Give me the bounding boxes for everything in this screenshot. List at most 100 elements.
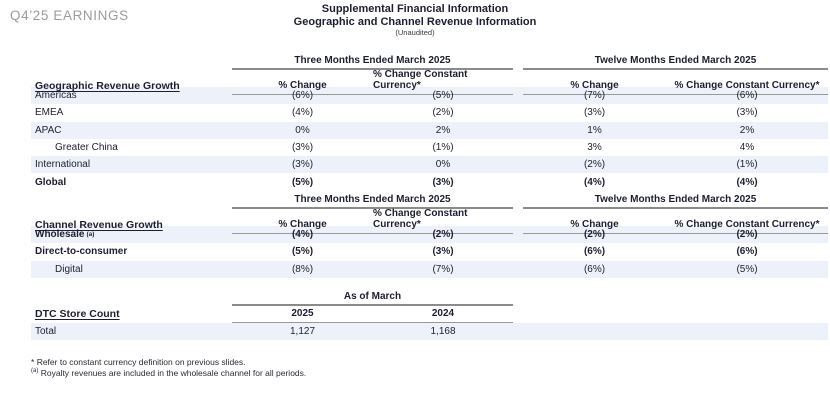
row-value: 0%: [435, 159, 451, 171]
row-value: (3%): [432, 246, 454, 258]
column-header: 2025: [232, 305, 373, 323]
section-title: DTC Store Count: [35, 308, 120, 320]
group-header-twelve-months: Twelve Months Ended March 2025: [523, 55, 828, 70]
column-gap: [513, 55, 523, 70]
table-row: APAC 0% 2% 1% 2%: [31, 121, 828, 139]
column-header: 2024: [373, 305, 513, 323]
row-value: (7%): [583, 90, 606, 102]
column-header: % Change Constant Currency*: [373, 208, 513, 234]
row-value: (7%): [432, 263, 454, 275]
unaudited-note: (Unaudited): [395, 28, 435, 37]
row-value: (5%): [736, 263, 758, 275]
title-block: Supplemental Financial Information Geogr…: [0, 3, 830, 38]
row-label: Total: [35, 326, 57, 338]
group-header-twelve-months: Twelve Months Ended March 2025: [523, 194, 828, 209]
row-value: (8%): [291, 263, 314, 275]
column-gap: [513, 156, 523, 173]
row-value: 2%: [435, 124, 451, 136]
row-label: Americas: [35, 90, 77, 102]
row-value: (1%): [736, 159, 758, 171]
footnotes: * Refer to constant currency definition …: [31, 357, 306, 379]
row-label: Digital: [55, 263, 83, 275]
row-value: (6%): [736, 90, 758, 102]
header-spacer: [31, 194, 232, 209]
section-title: Channel Revenue Growth: [35, 219, 163, 231]
column-header: % Change Constant Currency*: [666, 69, 828, 95]
group-header-row: As of March: [31, 291, 828, 306]
table-body: Americas (6%) (5%) (7%) (6%) EMEA (4%) (2%) (3%)…: [31, 87, 828, 191]
row-value: (5%): [291, 246, 314, 258]
table-row: International (3%) 0% (2%) (1%): [31, 156, 828, 174]
row-value: (2%): [583, 159, 606, 171]
row-label: Direct-to-consumer: [35, 246, 128, 258]
footnote-constant-currency: * Refer to constant currency definition …: [31, 357, 306, 368]
row-label: International: [35, 159, 91, 171]
row-label: APAC: [35, 124, 62, 136]
row-value: (4%): [583, 176, 606, 188]
row-value: (6%): [291, 90, 314, 102]
row-value: (5%): [432, 90, 454, 102]
column-header: % Change: [232, 69, 373, 95]
column-header-row: Geographic Revenue Growth % Change % Cha…: [31, 69, 828, 95]
earnings-eyebrow: Q4’25 EARNINGS: [10, 8, 129, 23]
footnote-marker: *: [31, 357, 35, 367]
row-value: (3%): [432, 176, 454, 188]
row-value: 1,168: [430, 326, 456, 338]
row-label: Wholesale (a): [35, 229, 95, 241]
row-value: 1%: [587, 124, 602, 136]
group-header-row: Three Months Ended March 2025 Twelve Mon…: [31, 55, 828, 70]
row-value: 2%: [739, 124, 755, 136]
row-value: (4%): [291, 107, 314, 119]
page-title: Supplemental Financial Information: [321, 3, 509, 15]
row-value: 0%: [295, 124, 310, 136]
row-value: (1%): [432, 142, 454, 154]
footnote-marker: (a): [31, 368, 39, 375]
table-row: Digital (8%) (7%) (6%) (5%): [31, 260, 828, 278]
group-header-as-of-march: As of March: [232, 291, 513, 306]
column-gap: [513, 194, 523, 209]
row-value: (2%): [736, 229, 758, 241]
row-value: (2%): [432, 229, 454, 241]
table-row: Wholesale (a) (4%) (2%) (2%) (2%): [31, 226, 828, 244]
group-header-row: Three Months Ended March 2025 Twelve Mon…: [31, 194, 828, 209]
column-gap: [513, 104, 523, 121]
row-value: (5%): [291, 176, 314, 188]
header-spacer: [31, 291, 232, 306]
column-header: % Change: [232, 208, 373, 234]
table-row: Global (5%) (3%) (4%) (4%): [31, 173, 828, 190]
footnote-text: Refer to constant currency definition on…: [36, 357, 246, 367]
table-row: EMEA (4%) (2%) (3%) (3%): [31, 104, 828, 121]
column-gap: [513, 226, 523, 243]
table-row: Greater China (3%) (1%) 3% 4%: [31, 139, 828, 156]
row-value: (6%): [583, 246, 606, 258]
column-header-row: Channel Revenue Growth % Change % Change…: [31, 208, 828, 234]
row-value: (4%): [736, 176, 758, 188]
header-spacer: [31, 55, 232, 70]
row-value: (2%): [583, 229, 606, 241]
column-gap: [513, 87, 523, 104]
page-subtitle: Geographic and Channel Revenue Informati…: [293, 15, 537, 28]
geographic-revenue-table: Three Months Ended March 2025 Twelve Mon…: [31, 55, 828, 191]
row-value: (2%): [432, 107, 454, 119]
column-gap: [513, 122, 523, 139]
column-header: % Change: [523, 69, 666, 95]
row-value: (3%): [291, 142, 314, 154]
column-gap: [513, 139, 523, 156]
row-value: (4%): [291, 229, 314, 241]
column-header: % Change Constant Currency*: [373, 69, 513, 95]
row-label: EMEA: [35, 107, 64, 119]
table-row: Direct-to-consumer (5%) (3%) (6%) (6%): [31, 243, 828, 260]
row-value: (3%): [736, 107, 758, 119]
row-label: Global: [35, 176, 67, 188]
row-value: (3%): [583, 107, 606, 119]
column-header: % Change: [523, 208, 666, 234]
row-value: (6%): [583, 263, 606, 275]
row-value: 4%: [739, 142, 755, 154]
dtc-store-count-table: As of March DTC Store Count 2025 2024 To…: [31, 291, 828, 341]
column-gap: [513, 173, 523, 190]
row-label: Greater China: [55, 142, 118, 154]
column-gap: [513, 243, 523, 260]
channel-revenue-table: Three Months Ended March 2025 Twelve Mon…: [31, 194, 828, 278]
row-value: (6%): [736, 246, 758, 258]
table-row: Total 1,127 1,168: [31, 323, 828, 341]
